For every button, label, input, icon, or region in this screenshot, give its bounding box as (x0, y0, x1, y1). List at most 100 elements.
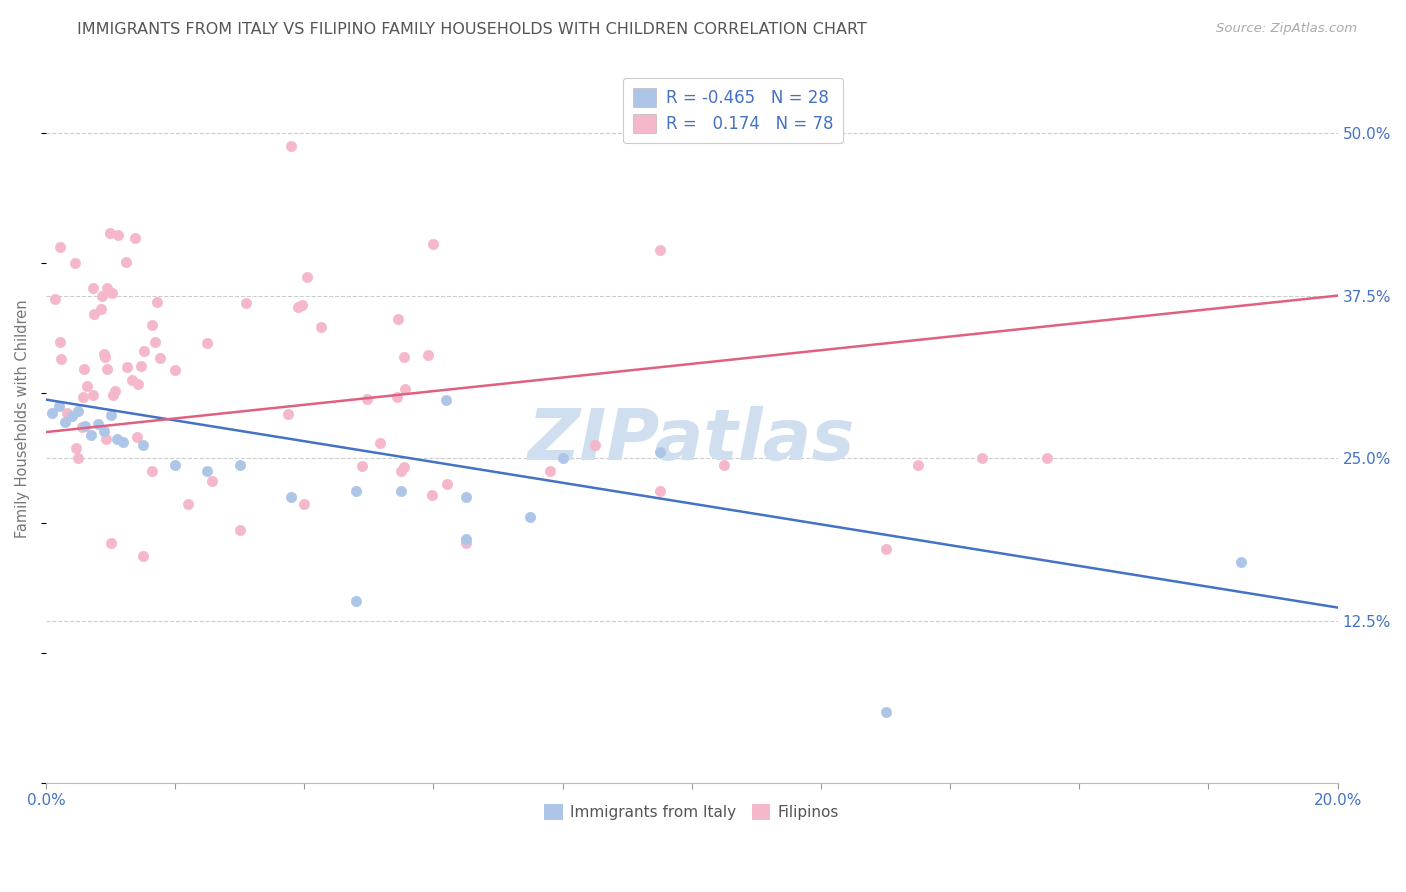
Point (124, 230, 146, 244)
Point (63, 256, 86, 270)
Point (141, 464, 163, 478)
Point (422, 236, 444, 251)
Point (454, 535, 477, 549)
Point (195, 335, 218, 350)
Point (163, 363, 186, 377)
Point (96, 281, 118, 295)
Point (49, 240, 72, 254)
Point (228, 523, 250, 537)
Point (387, 312, 409, 326)
Point (90, 301, 112, 316)
Point (344, 594, 367, 608)
Point (280, 490, 302, 504)
Point (100, 535, 122, 549)
Point (104, 384, 127, 398)
Point (72, 390, 94, 404)
Point (551, 451, 574, 466)
Point (235, 296, 257, 310)
Point (67, 404, 90, 418)
Point (98, 226, 121, 240)
Point (389, 464, 412, 478)
Point (875, 542, 897, 557)
Point (713, 458, 735, 472)
Point (73, 418, 96, 433)
Point (583, 438, 606, 452)
Point (83, 307, 105, 321)
Point (112, 435, 135, 450)
Point (96, 362, 118, 376)
Point (132, 549, 155, 563)
Point (86, 417, 108, 432)
Point (56, 406, 79, 420)
Point (1229, 555, 1251, 569)
Point (107, 228, 129, 243)
Point (41, 406, 63, 420)
Text: Source: ZipAtlas.com: Source: ZipAtlas.com (1216, 22, 1357, 36)
Point (49, 352, 72, 367)
Point (389, 483, 412, 498)
Point (48, 399, 70, 413)
Point (344, 483, 367, 498)
Point (82, 388, 104, 402)
Point (129, 359, 152, 373)
Point (648, 483, 671, 498)
Point (82, 281, 104, 295)
Point (66, 450, 89, 465)
Point (394, 382, 416, 396)
Point (165, 458, 187, 472)
Point (436, 477, 458, 491)
Point (368, 436, 391, 450)
Point (392, 350, 415, 364)
Point (96, 432, 118, 446)
Point (65, 442, 87, 456)
Point (387, 390, 409, 404)
Point (101, 388, 124, 402)
Point (454, 490, 477, 504)
Point (907, 458, 929, 472)
Text: ZIPatlas: ZIPatlas (529, 407, 855, 475)
Point (519, 509, 541, 524)
Point (93, 347, 115, 361)
Point (70, 419, 93, 434)
Legend: Immigrants from Italy, Filipinos: Immigrants from Italy, Filipinos (538, 798, 845, 826)
Y-axis label: Family Households with Children: Family Households with Children (15, 300, 30, 539)
Point (121, 373, 143, 387)
Point (287, 300, 309, 314)
Point (309, 319, 332, 334)
Point (48, 334, 70, 349)
Point (149, 351, 172, 365)
Point (392, 460, 415, 475)
Point (100, 286, 122, 301)
Point (228, 458, 250, 472)
Point (201, 474, 224, 488)
Point (53, 415, 76, 429)
Point (875, 705, 897, 719)
Point (291, 298, 314, 312)
Point (454, 532, 477, 546)
Point (143, 334, 166, 349)
Point (105, 432, 128, 446)
Point (1036, 451, 1059, 466)
Point (280, 139, 302, 153)
Point (132, 438, 155, 452)
Point (100, 408, 122, 422)
Point (80, 427, 103, 442)
Point (648, 243, 671, 257)
Point (94, 350, 117, 364)
Point (538, 464, 561, 478)
Point (93, 424, 115, 438)
Point (44, 292, 66, 306)
Point (76, 379, 98, 393)
Text: IMMIGRANTS FROM ITALY VS FILIPINO FAMILY HOUSEHOLDS WITH CHILDREN CORRELATION CH: IMMIGRANTS FROM ITALY VS FILIPINO FAMILY… (77, 22, 868, 37)
Point (115, 254, 138, 268)
Point (416, 348, 439, 362)
Point (434, 392, 457, 407)
Point (134, 344, 156, 359)
Point (73, 361, 96, 376)
Point (115, 359, 138, 374)
Point (197, 464, 219, 478)
Point (177, 497, 200, 511)
Point (356, 392, 378, 406)
Point (91, 289, 114, 303)
Point (648, 444, 671, 458)
